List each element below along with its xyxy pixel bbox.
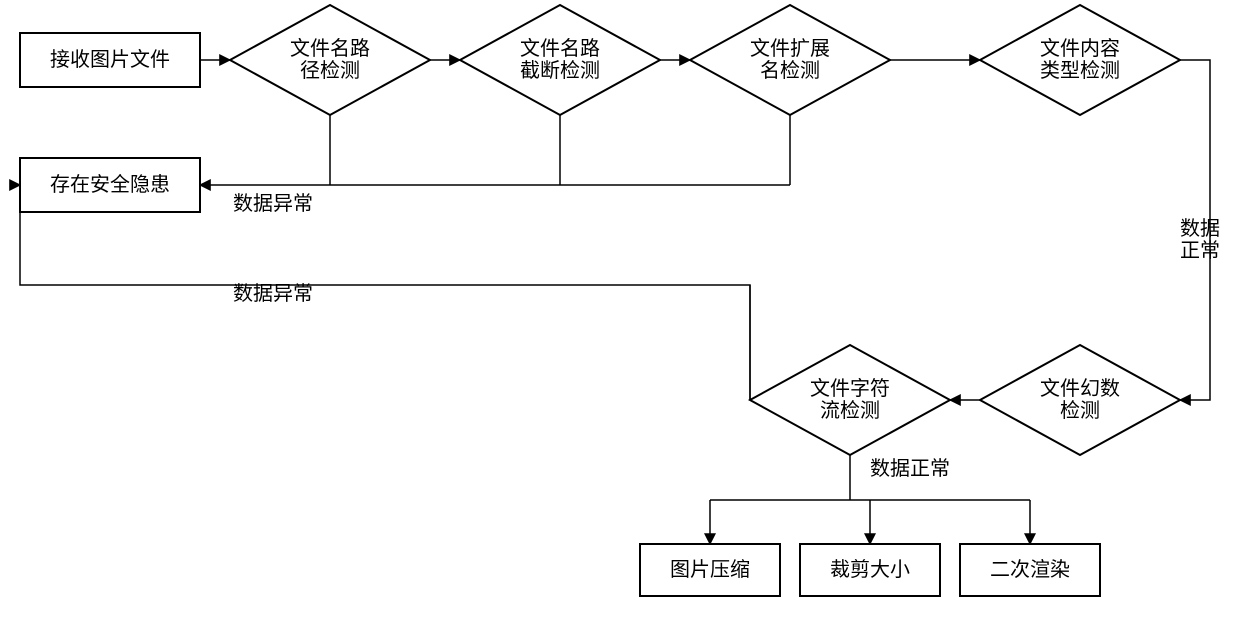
edge-label: 数据正常 <box>870 457 950 480</box>
edge-label: 数据异常 <box>233 282 313 305</box>
node-text: 接收图片文件 <box>50 48 170 71</box>
node-n5: 文件内容类型检测 <box>980 5 1180 115</box>
node-text: 文件内容 <box>1040 37 1120 60</box>
flowchart-canvas: 接收图片文件文件名路径检测文件名路截断检测文件扩展名检测文件内容类型检测存在安全… <box>0 0 1239 632</box>
node-text: 二次渲染 <box>990 558 1070 581</box>
node-text: 存在安全隐患 <box>50 173 170 196</box>
node-n4: 文件扩展名检测 <box>690 5 890 115</box>
node-text: 文件幻数 <box>1040 377 1120 400</box>
node-n7: 文件幻数检测 <box>980 345 1180 455</box>
edge-label: 正常 <box>1180 239 1220 262</box>
node-n3: 文件名路截断检测 <box>460 5 660 115</box>
edge-label: 数据 <box>1180 217 1220 240</box>
node-n10: 裁剪大小 <box>800 544 940 596</box>
edge-label: 数据异常 <box>233 192 313 215</box>
node-n1: 接收图片文件 <box>20 33 200 87</box>
node-text: 名检测 <box>760 59 820 82</box>
node-text: 文件名路 <box>520 37 600 60</box>
node-n9: 图片压缩 <box>640 544 780 596</box>
node-n2: 文件名路径检测 <box>230 5 430 115</box>
node-text: 文件名路 <box>290 37 370 60</box>
node-n8: 文件字符流检测 <box>750 345 950 455</box>
node-n11: 二次渲染 <box>960 544 1100 596</box>
node-text: 文件扩展 <box>750 37 830 60</box>
node-text: 文件字符 <box>810 377 890 400</box>
node-text: 图片压缩 <box>670 558 750 581</box>
node-text: 检测 <box>1060 399 1100 422</box>
node-text: 类型检测 <box>1040 59 1120 82</box>
node-text: 流检测 <box>820 399 880 422</box>
node-n6: 存在安全隐患 <box>20 158 200 212</box>
node-text: 截断检测 <box>520 59 600 82</box>
node-text: 径检测 <box>300 59 360 82</box>
node-text: 裁剪大小 <box>830 558 910 581</box>
